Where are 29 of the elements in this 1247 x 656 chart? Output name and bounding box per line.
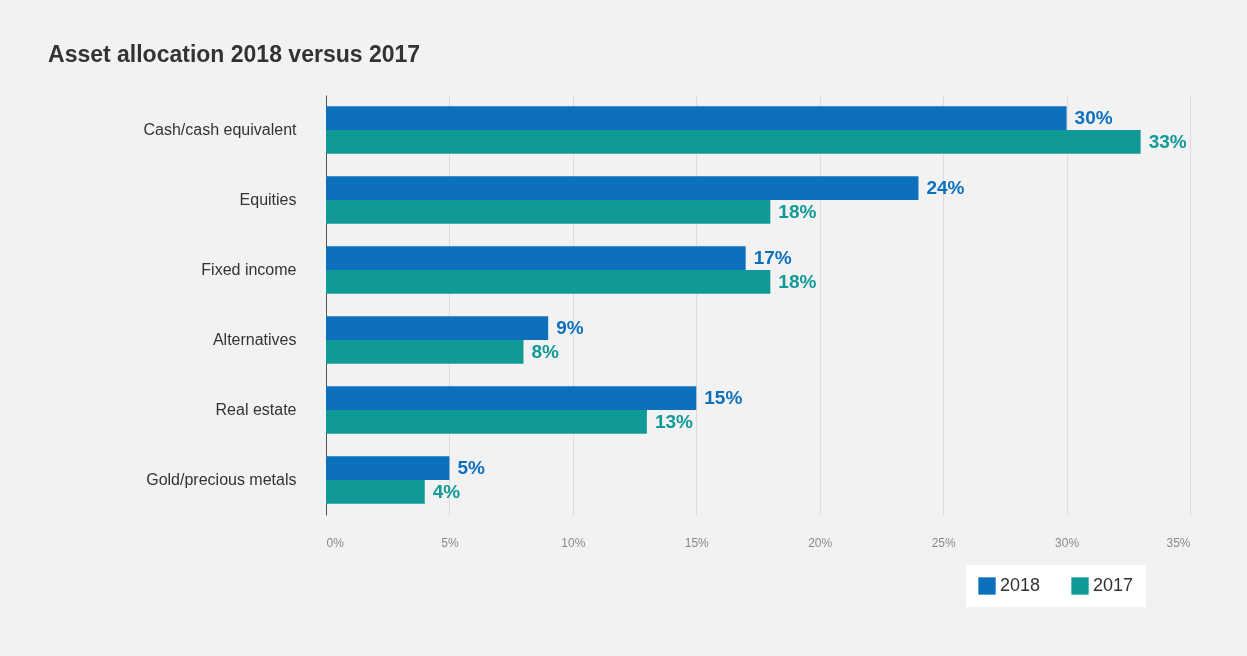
- text: 4%: [432, 480, 461, 502]
- x-tick-label: 20%: [808, 535, 833, 550]
- x-tick-label: 10%: [561, 535, 586, 550]
- chart-title: Asset allocation 2018 versus 2017: [48, 41, 421, 67]
- text: 17%: [753, 247, 792, 269]
- y-tick-label: Real estate: [215, 401, 297, 418]
- x-tick-label: 5%: [441, 535, 459, 550]
- text: 33%: [1148, 130, 1187, 152]
- y-tick-label: Equities: [239, 191, 297, 208]
- y-tick-label: Alternatives: [212, 331, 297, 348]
- x-tick-label: 30%: [1055, 535, 1080, 550]
- text: 30%: [1074, 107, 1113, 129]
- x-tick-label: 0%: [326, 535, 345, 550]
- text: 18%: [778, 270, 817, 292]
- x-tick-label: 35%: [1166, 535, 1191, 550]
- text: 9%: [556, 317, 584, 339]
- text: 13%: [654, 410, 693, 432]
- text: 5%: [457, 457, 485, 479]
- text: 24%: [926, 177, 965, 199]
- y-tick-label: Gold/precious metals: [146, 471, 297, 488]
- y-tick-label: Fixed income: [201, 261, 297, 278]
- text: 8%: [531, 340, 559, 362]
- x-tick-label: 15%: [684, 535, 710, 550]
- x-tick-label: 25%: [931, 535, 956, 550]
- text: 15%: [704, 387, 743, 409]
- legend-label: 2018: [1000, 575, 1041, 595]
- legend-label: 2017: [1093, 575, 1134, 595]
- y-tick-label: Cash/cash equivalent: [143, 121, 298, 138]
- text: 18%: [778, 200, 817, 222]
